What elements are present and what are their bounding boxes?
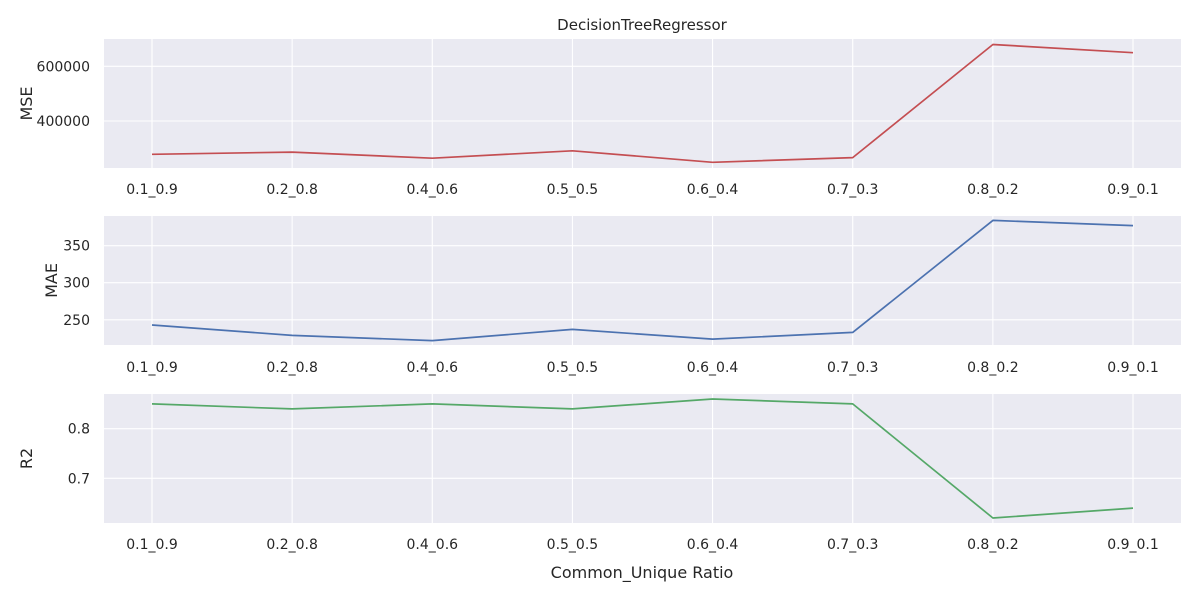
plot-area-mae xyxy=(104,216,1181,345)
x-tick-label: 0.7_0.3 xyxy=(827,360,879,376)
y-tick-label: 600000 xyxy=(37,59,90,75)
y-tick-label: 300 xyxy=(63,276,90,292)
x-tick-label: 0.6_0.4 xyxy=(687,182,739,198)
x-tick-label: 0.1_0.9 xyxy=(126,360,178,376)
x-tick-label: 0.6_0.4 xyxy=(687,360,739,376)
y-tick-label: 0.8 xyxy=(68,422,90,438)
y-tick-label: 0.7 xyxy=(68,471,90,487)
plot-area-mse xyxy=(104,39,1181,168)
x-tick-label: 0.4_0.6 xyxy=(407,537,459,553)
plot-area-r2 xyxy=(104,394,1181,523)
chart-title: DecisionTreeRegressor xyxy=(557,16,727,34)
x-tick-label: 0.8_0.2 xyxy=(967,182,1019,198)
x-tick-label: 0.6_0.4 xyxy=(687,537,739,553)
x-tick-label: 0.5_0.5 xyxy=(547,537,599,553)
x-tick-label: 0.1_0.9 xyxy=(126,182,178,198)
y-tick-label: 250 xyxy=(63,313,90,329)
x-tick-label: 0.5_0.5 xyxy=(547,182,599,198)
x-tick-label: 0.9_0.1 xyxy=(1107,182,1159,198)
x-tick-label: 0.2_0.8 xyxy=(266,182,318,198)
x-tick-label: 0.5_0.5 xyxy=(547,360,599,376)
x-tick-label: 0.2_0.8 xyxy=(266,360,318,376)
y-tick-label: 350 xyxy=(63,239,90,255)
x-tick-label: 0.7_0.3 xyxy=(827,537,879,553)
y-axis-label-mse: MSE xyxy=(17,86,36,120)
x-tick-label: 0.4_0.6 xyxy=(407,182,459,198)
x-tick-label: 0.7_0.3 xyxy=(827,182,879,198)
x-tick-label: 0.8_0.2 xyxy=(967,537,1019,553)
x-tick-label: 0.9_0.1 xyxy=(1107,537,1159,553)
x-tick-label: 0.9_0.1 xyxy=(1107,360,1159,376)
y-axis-label-r2: R2 xyxy=(17,448,36,469)
series-line-mae xyxy=(151,219,1134,342)
x-axis-label: Common_Unique Ratio xyxy=(551,563,734,583)
y-tick-label: 400000 xyxy=(37,114,90,130)
y-axis-label-mae: MAE xyxy=(42,263,61,298)
x-tick-label: 0.4_0.6 xyxy=(407,360,459,376)
x-tick-label: 0.2_0.8 xyxy=(266,537,318,553)
series-line-mse xyxy=(151,43,1134,164)
series-line-r2 xyxy=(151,398,1134,519)
x-tick-label: 0.1_0.9 xyxy=(126,537,178,553)
x-tick-label: 0.8_0.2 xyxy=(967,360,1019,376)
